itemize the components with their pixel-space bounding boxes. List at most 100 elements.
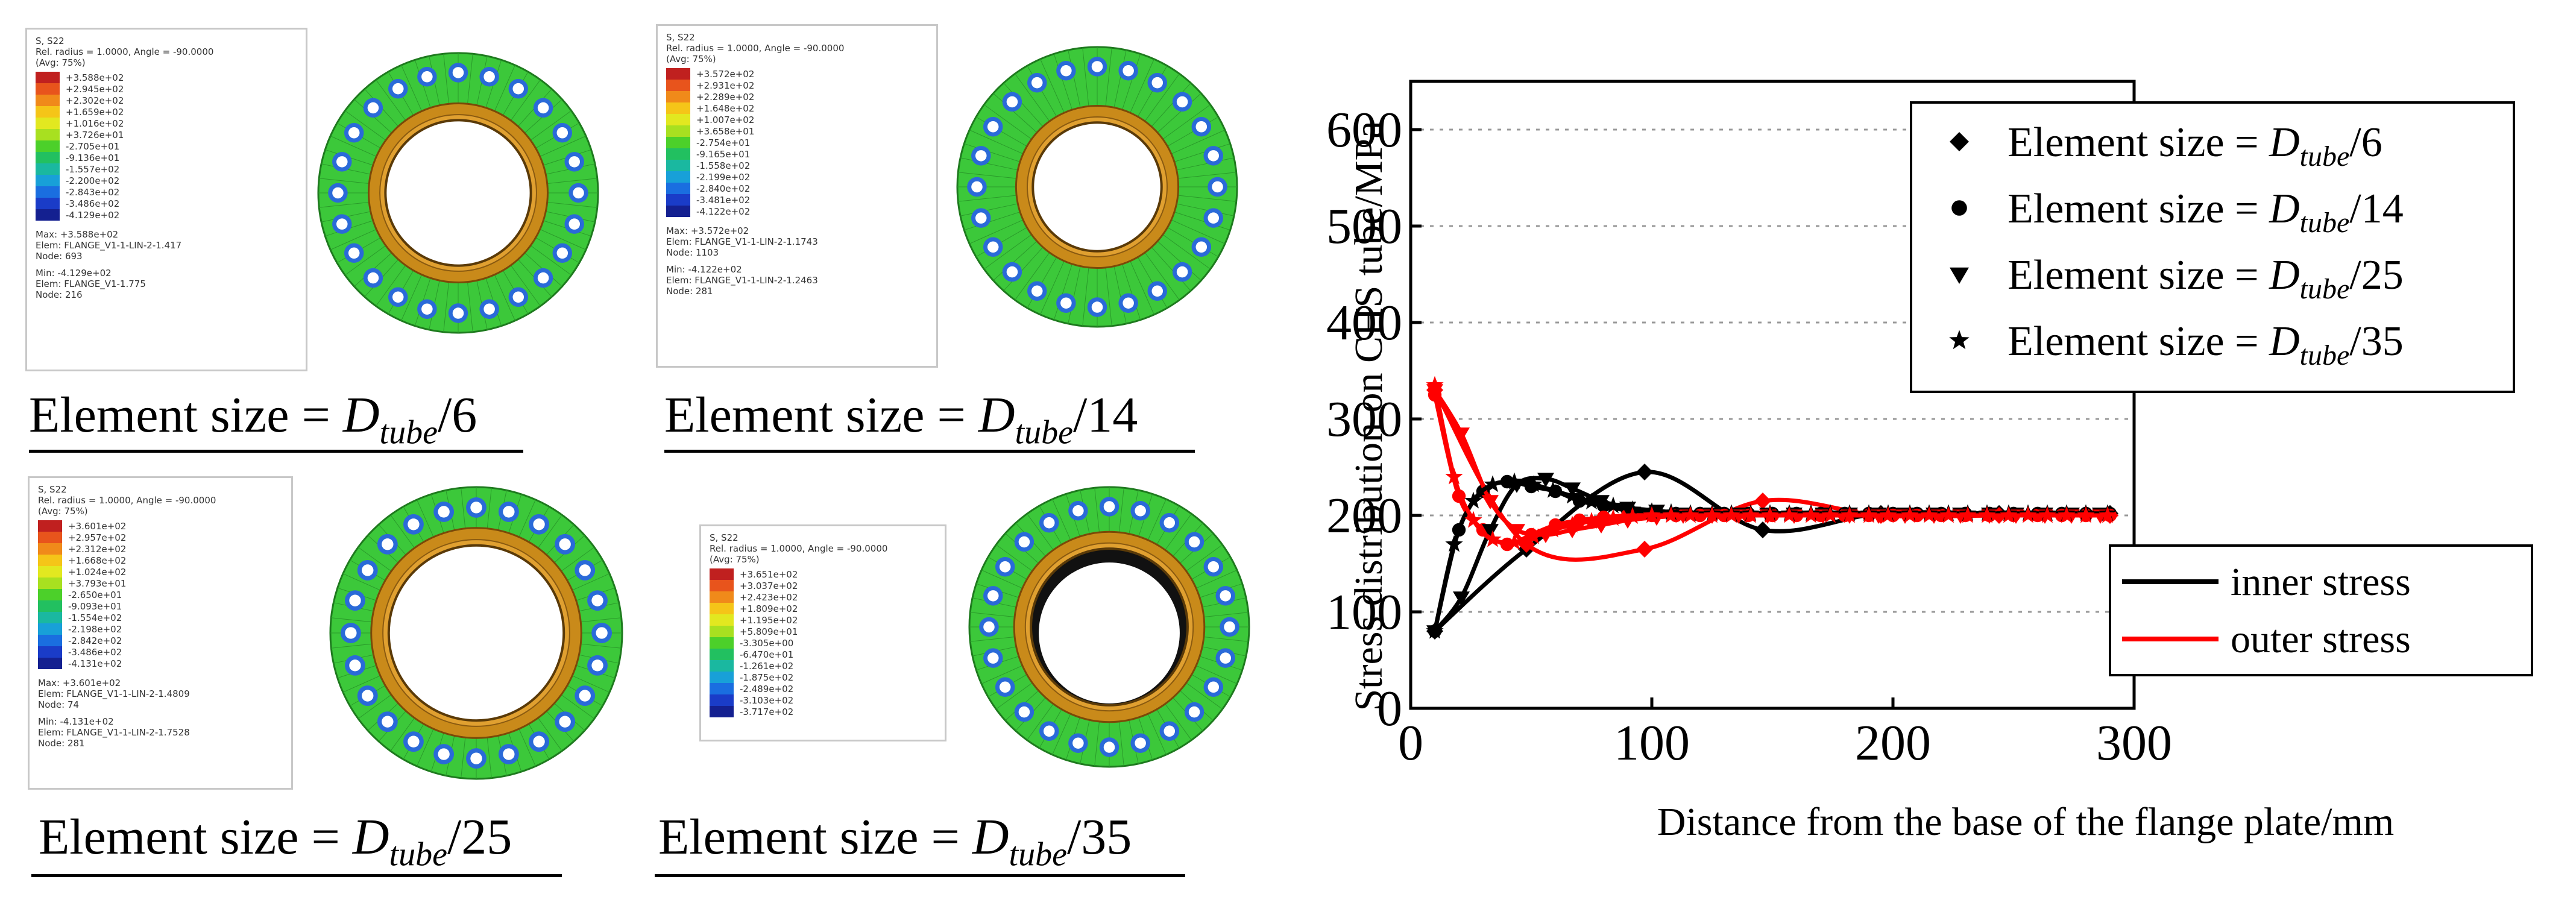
bolt-hole	[559, 538, 571, 550]
legend-swatch	[38, 646, 62, 658]
marker-star	[1860, 506, 1878, 523]
bolt-hole	[1220, 590, 1232, 602]
legend-info-line: Node: 1103	[666, 247, 719, 258]
legend-level-row: -1.557e+02	[36, 163, 297, 175]
bolt-hole	[1006, 266, 1018, 278]
bolt-hole	[1151, 77, 1164, 89]
legend-level-row: -3.481e+02	[666, 194, 928, 206]
bolt-hole	[999, 681, 1011, 693]
bolt-hole	[362, 690, 374, 702]
legend-level-row: -4.129e+02	[36, 209, 297, 221]
bolt-hole	[1220, 652, 1232, 664]
legend-swatch	[710, 568, 734, 580]
legend-level-row: +1.648e+02	[666, 102, 928, 114]
legend-divisor: /25	[2349, 252, 2403, 298]
legend-level-value: +1.024e+02	[68, 566, 127, 578]
caption-sub: tube	[379, 414, 438, 452]
series-outer	[1426, 376, 2117, 550]
fe-panel-14: S, S22 Rel. radius = 1.0000, Angle = -90…	[651, 0, 1290, 458]
legend-level-value: +1.648e+02	[696, 102, 755, 114]
legend-level-value: +2.931e+02	[696, 80, 755, 91]
legend-divisor: /14	[2349, 186, 2403, 232]
legend-level-value: -2.200e+02	[66, 175, 120, 186]
legend-swatch	[38, 589, 62, 600]
tube-bore	[387, 544, 565, 722]
legend-level-row: +2.423e+02	[710, 591, 936, 603]
marker-triangle	[1453, 427, 1470, 442]
bolt-hole	[470, 502, 482, 514]
legend-info-line: Max: +3.572e+02	[666, 225, 749, 236]
bolt-hole	[573, 187, 584, 199]
bolt-hole	[438, 748, 450, 760]
marker-star	[1525, 475, 1543, 493]
legend-swatch	[36, 209, 60, 221]
legend-swatch	[666, 80, 690, 91]
legend-level-row: +1.668e+02	[38, 555, 283, 566]
legend-info-line: Min: -4.131e+02	[38, 716, 114, 727]
bolt-hole	[987, 121, 999, 133]
legend-level-row: -2.754e+01	[666, 137, 928, 148]
legend-swatch	[36, 152, 60, 163]
y-axis-label: Stress distribution on CHS tube/MPa	[1347, 121, 1391, 711]
legend-level-value: -4.131e+02	[68, 658, 122, 669]
legend-header-1: S, S22	[666, 32, 695, 43]
marker-star	[1821, 506, 1839, 523]
bolt-hole	[336, 218, 348, 230]
marker-star	[1780, 506, 1798, 523]
bolt-hole	[483, 303, 495, 315]
series-line	[1432, 479, 2110, 632]
legend-sub: tube	[2300, 207, 2350, 239]
legend-level-value: +1.195e+02	[740, 614, 798, 626]
legend-level-value: -3.305e+00	[740, 637, 794, 649]
bolt-hole	[975, 212, 987, 224]
legend-level-value: -4.122e+02	[696, 206, 751, 217]
legend-level-row: -2.199e+02	[666, 171, 928, 183]
contour-legend: S, S22 Rel. radius = 1.0000, Angle = -90…	[656, 24, 938, 368]
legend-divisor: /6	[2349, 119, 2382, 166]
legend-info-line: Elem: FLANGE_V1-1-LIN-2-1.1743	[666, 236, 818, 247]
caption-d: D	[978, 387, 1015, 443]
legend-header-3: (Avg: 75%)	[36, 57, 86, 68]
legend-level-value: -1.875e+02	[740, 672, 794, 683]
legend-swatch	[710, 649, 734, 660]
contour-legend: S, S22 Rel. radius = 1.0000, Angle = -90…	[699, 524, 946, 741]
legend-swatch	[710, 591, 734, 603]
y-tick-label: 400	[1326, 295, 1402, 351]
legend-header-2: Rel. radius = 1.0000, Angle = -90.0000	[38, 495, 216, 506]
legend-level-value: -2.842e+02	[68, 635, 122, 646]
legend-level-value: +2.289e+02	[696, 91, 755, 102]
legend-swatch	[36, 118, 60, 129]
legend-levels: +3.572e+02 +2.931e+02 +2.289e+02 +1.648e+02…	[666, 68, 928, 217]
legend-swatch	[666, 91, 690, 102]
legend-level-value: +3.651e+02	[740, 568, 798, 580]
legend-level-value: -1.554e+02	[68, 612, 122, 623]
legend-level-value: -1.558e+02	[696, 160, 751, 171]
legend-level-value: -9.093e+01	[68, 600, 122, 612]
bolt-hole	[382, 716, 394, 728]
legend-level-value: +3.601e+02	[68, 520, 127, 532]
legend-level-row: +2.312e+02	[38, 543, 283, 555]
marker-star	[1604, 496, 1622, 514]
legend-level-value: -2.754e+01	[696, 137, 751, 148]
legend-header-2: Rel. radius = 1.0000, Angle = -90.0000	[666, 43, 845, 54]
flange-contour-image	[956, 46, 1238, 328]
marker-star	[1426, 622, 1444, 639]
legend-swatch	[710, 672, 734, 683]
legend-level-value: -2.198e+02	[68, 623, 122, 635]
marker-triangle	[1950, 267, 1969, 284]
legend-level-row: +5.809e+01	[710, 626, 936, 637]
legend-prefix: Element size =	[2008, 318, 2269, 365]
marker-star	[1623, 507, 1642, 524]
legend-swatch	[710, 614, 734, 626]
caption-divisor: 35	[1081, 809, 1132, 865]
legend-swatch	[710, 603, 734, 614]
legend-info-line: Elem: FLANGE_V1-1-LIN-2-1.2463	[666, 275, 818, 286]
caption-d: D	[352, 809, 389, 865]
legend-level-row: -2.650e+01	[38, 589, 283, 600]
legend-level-row: +1.007e+02	[666, 114, 928, 125]
bolt-hole	[1123, 297, 1134, 309]
legend-swatch	[36, 129, 60, 140]
legend-header-2: Rel. radius = 1.0000, Angle = -90.0000	[36, 46, 214, 57]
legend-level-row: +3.651e+02	[710, 568, 936, 580]
legend-swatch	[710, 660, 734, 672]
